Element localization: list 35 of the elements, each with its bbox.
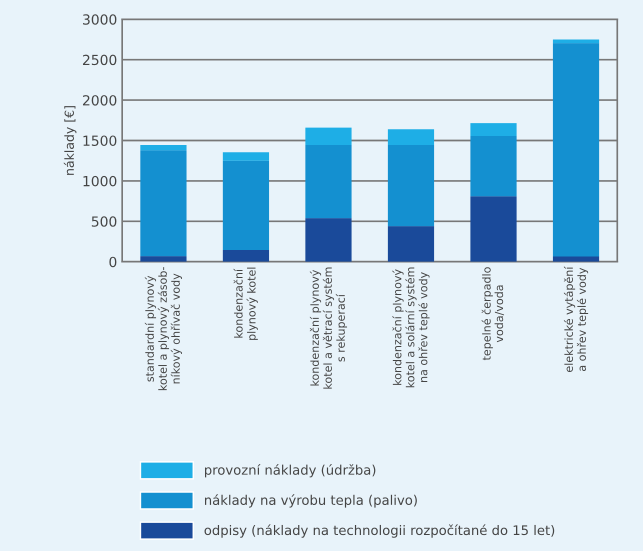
x-tick-label: kondenzační plynový kotel (234, 268, 258, 340)
legend-label: odpisy (náklady na technologii rozpočítané do 15 let) (204, 524, 554, 538)
y-tick-label: 2000 (82, 95, 116, 106)
legend-label: náklady na výrobu tepla (palivo) (205, 494, 417, 508)
bar (552, 256, 600, 262)
bar (552, 39, 600, 44)
x-tick-label: elektrické vytápění a ohřev teplé vody (564, 266, 588, 372)
bar (305, 144, 352, 218)
y-tick-label: 0 (109, 256, 116, 268)
bar (222, 152, 270, 161)
y-tick-label: 3000 (83, 14, 116, 25)
x-tick-label: standardní plynový kotel a plynový zásob- níkový ohřívač vody (144, 267, 182, 390)
bar (388, 144, 434, 226)
bar (222, 160, 270, 250)
legend-label: provozní náklady (údržba) (205, 464, 376, 478)
bar (470, 123, 517, 136)
y-tick-label: 1000 (83, 176, 116, 186)
x-tick-label: kondenzační plynový kotel a solární systém na ohřev teplé vody (392, 268, 430, 388)
bar (470, 136, 517, 196)
y-tick-label: 1500 (83, 135, 116, 146)
bar (222, 250, 270, 262)
bar (140, 150, 187, 256)
y-tick-label: 500 (92, 216, 116, 227)
bar (140, 256, 187, 262)
y-axis-title: náklady [€] (64, 106, 76, 175)
x-tick-label: kondenzační plynový kotel a větrací systém s rekuperací (310, 268, 348, 389)
bar (388, 226, 434, 262)
bar (305, 128, 352, 145)
bar (140, 144, 187, 150)
bar (552, 43, 600, 256)
bar (470, 196, 517, 262)
bar (388, 129, 434, 145)
x-tick-label: tepelné čerpadlo voda/voda (482, 267, 504, 360)
bar (305, 218, 352, 262)
y-tick-label: 2500 (82, 54, 116, 66)
